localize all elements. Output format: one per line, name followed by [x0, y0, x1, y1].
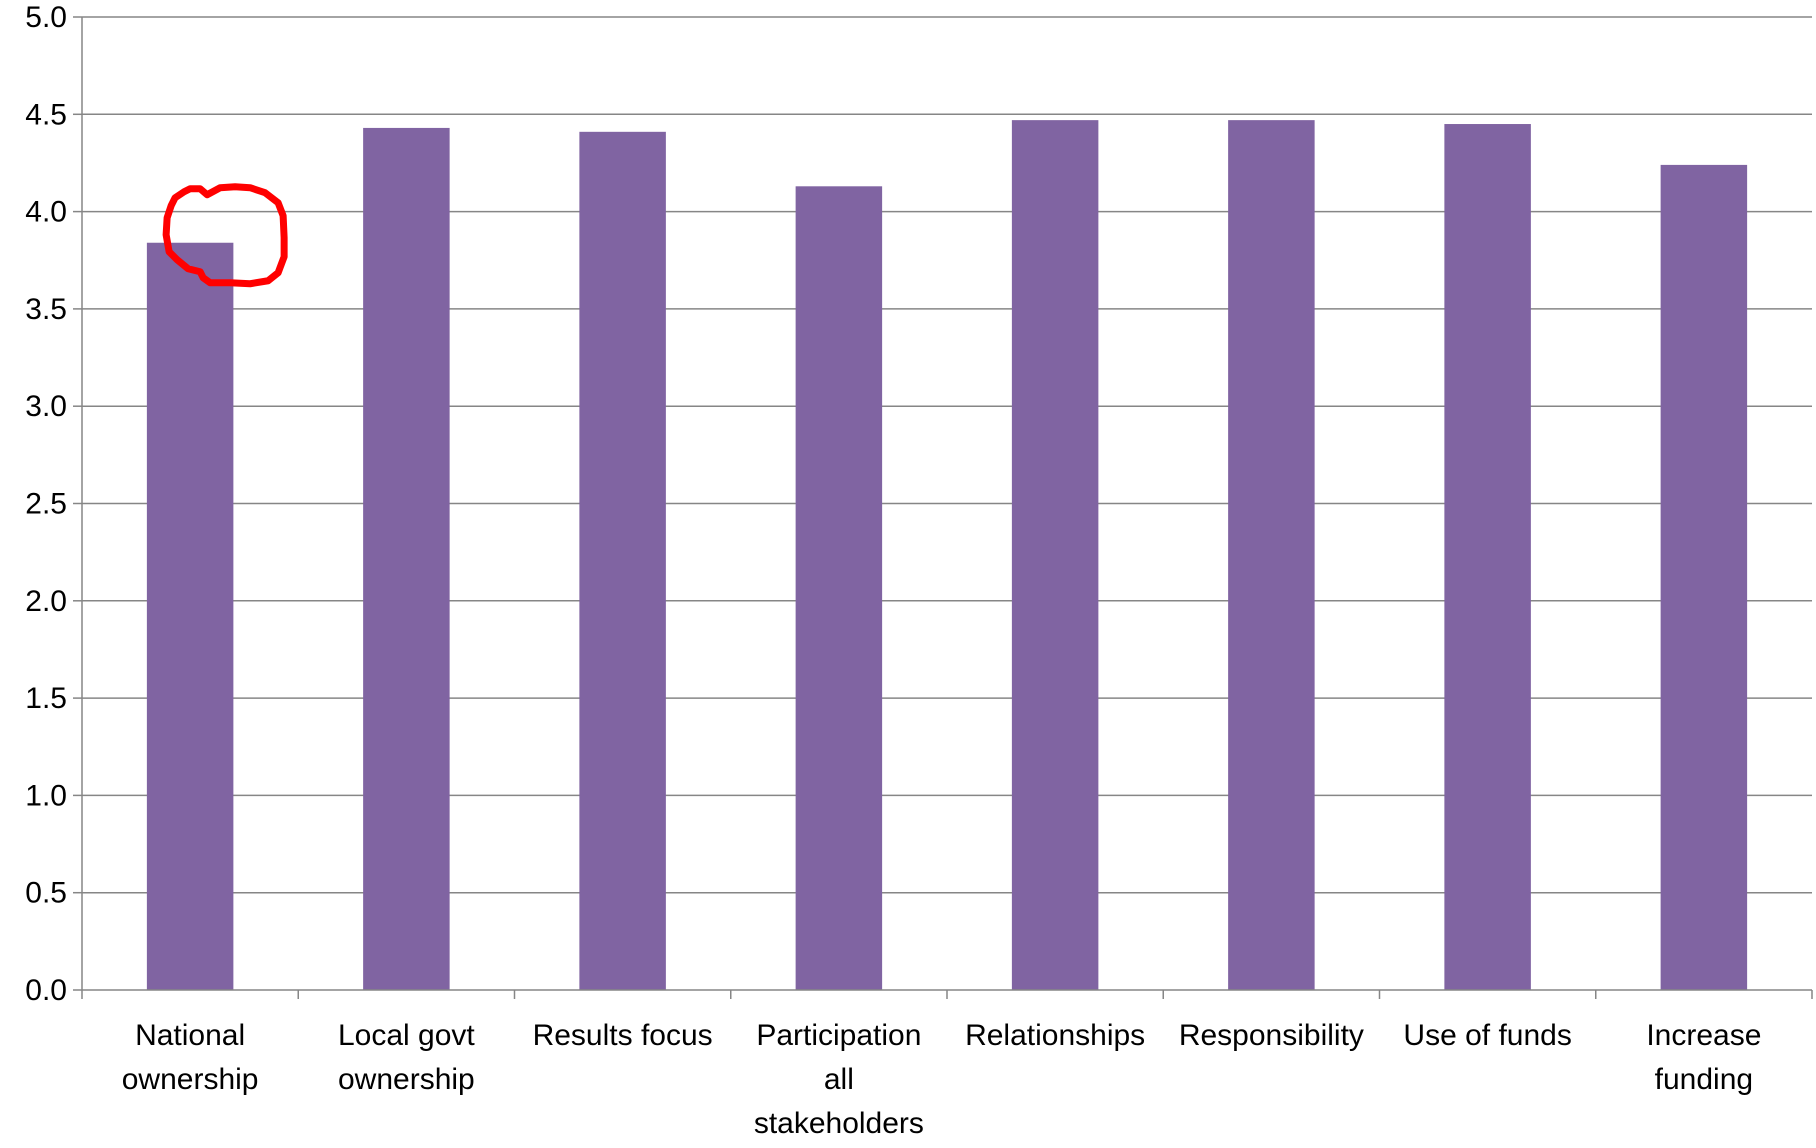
x-category-label: Local govt ownership [338, 1019, 475, 1096]
x-category-label: Participation all stakeholders [754, 1019, 924, 1140]
annotations [162, 183, 288, 288]
bar [1444, 124, 1531, 990]
y-tick-label: 3.0 [25, 390, 67, 423]
bar [795, 186, 883, 990]
x-category-label: Increase funding [1646, 1019, 1761, 1096]
y-tick-label: 0.5 [25, 877, 67, 910]
y-tick-label: 0.0 [25, 974, 67, 1007]
x-category-label-line: ownership [122, 1063, 259, 1096]
y-tick-label: 1.5 [25, 682, 67, 715]
x-category-label-line: Local govt [338, 1019, 475, 1052]
y-tick-label: 5.0 [25, 1, 67, 34]
bar [1011, 120, 1099, 990]
bar [1660, 164, 1748, 990]
x-category-label: National ownership [122, 1019, 259, 1096]
x-category-label: Results focus [533, 1019, 713, 1052]
x-category-label-line: Use of funds [1403, 1019, 1571, 1052]
x-category-label-line: Responsibility [1179, 1019, 1364, 1052]
x-category-label-line: Results focus [533, 1019, 713, 1052]
gridlines [82, 16, 1812, 894]
x-category-label-line: funding [1655, 1063, 1753, 1096]
bar [363, 127, 450, 990]
x-category-label: Use of funds [1403, 1019, 1571, 1052]
x-category-label: Relationships [965, 1019, 1145, 1052]
y-tick-label: 2.0 [25, 585, 67, 618]
x-category-label-line: all [824, 1063, 854, 1096]
x-category-labels: National ownership Local govt ownership Resu… [122, 1019, 1762, 1140]
highlight-circle-annotation [162, 183, 288, 288]
x-category-label-line: ownership [338, 1063, 475, 1096]
bar [146, 242, 234, 991]
bar [579, 131, 666, 991]
x-category-label-line: Participation [756, 1019, 921, 1052]
x-category-label-line: Increase [1646, 1019, 1761, 1052]
y-tick-label: 4.5 [25, 98, 67, 131]
x-category-label-line: Relationships [965, 1019, 1145, 1052]
axes [73, 16, 1813, 999]
y-tick-label: 1.0 [25, 779, 67, 812]
y-tick-label: 2.5 [25, 488, 67, 521]
y-tick-labels: 0.0 0.5 1.0 1.5 2.0 2.5 3.0 3.5 4.0 4.5 5.0 [25, 1, 67, 1007]
x-category-label-line: National [135, 1019, 245, 1052]
x-category-label: Responsibility [1179, 1019, 1364, 1052]
y-tick-label: 3.5 [25, 293, 67, 326]
bar [1228, 120, 1315, 990]
bars [146, 120, 1748, 991]
y-tick-label: 4.0 [25, 196, 67, 229]
x-category-label-line: stakeholders [754, 1107, 924, 1140]
